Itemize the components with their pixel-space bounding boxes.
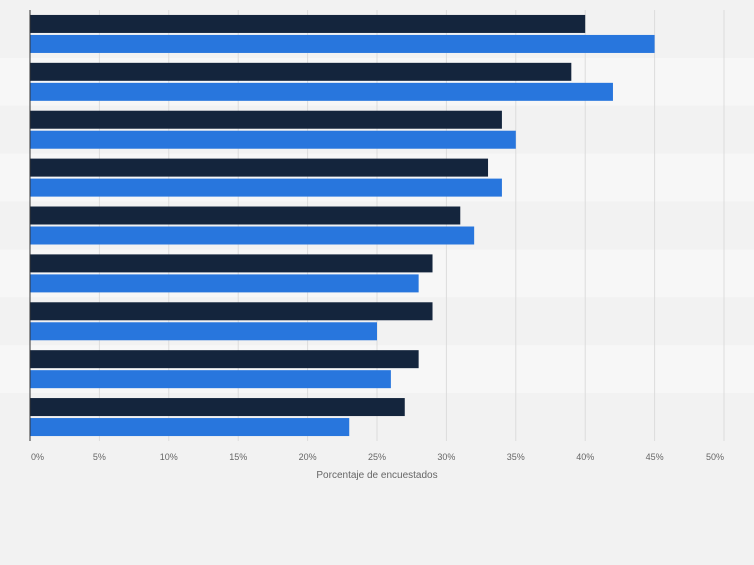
x-tick-label: 30%: [437, 452, 455, 462]
x-axis-ticks: 0% 5% 10% 15% 20% 25% 30% 35% 40% 45% 50%: [31, 452, 724, 462]
bar-series-1: [30, 302, 433, 321]
bars: [30, 14, 655, 437]
bar-series-2: [30, 370, 391, 389]
bar-series-2: [30, 178, 502, 197]
bar-series-1: [30, 110, 502, 129]
x-tick-label: 45%: [646, 452, 664, 462]
bar-series-2: [30, 130, 516, 149]
bar-series-1: [30, 254, 433, 273]
x-axis-title: Porcentaje de encuestados: [316, 470, 437, 481]
x-tick-label: 40%: [576, 452, 594, 462]
x-tick-label: 20%: [299, 452, 317, 462]
x-tick-label: 35%: [507, 452, 525, 462]
bar-series-2: [30, 226, 475, 245]
x-tick-label: 10%: [160, 452, 178, 462]
bar-series-2: [30, 274, 419, 293]
x-tick-label: 50%: [706, 452, 724, 462]
bar-series-1: [30, 14, 586, 33]
bar-series-1: [30, 62, 572, 81]
x-tick-label: 5%: [93, 452, 106, 462]
bar-series-1: [30, 350, 419, 369]
bar-series-1: [30, 398, 405, 417]
x-tick-label: 15%: [229, 452, 247, 462]
bar-series-2: [30, 418, 350, 437]
x-tick-label: 25%: [368, 452, 386, 462]
bar-series-2: [30, 82, 613, 101]
bar-series-1: [30, 158, 489, 177]
bar-series-1: [30, 206, 461, 225]
bar-series-2: [30, 34, 655, 53]
bar-series-2: [30, 322, 377, 341]
x-tick-label: 0%: [31, 452, 44, 462]
gridlines: [98, 10, 725, 441]
